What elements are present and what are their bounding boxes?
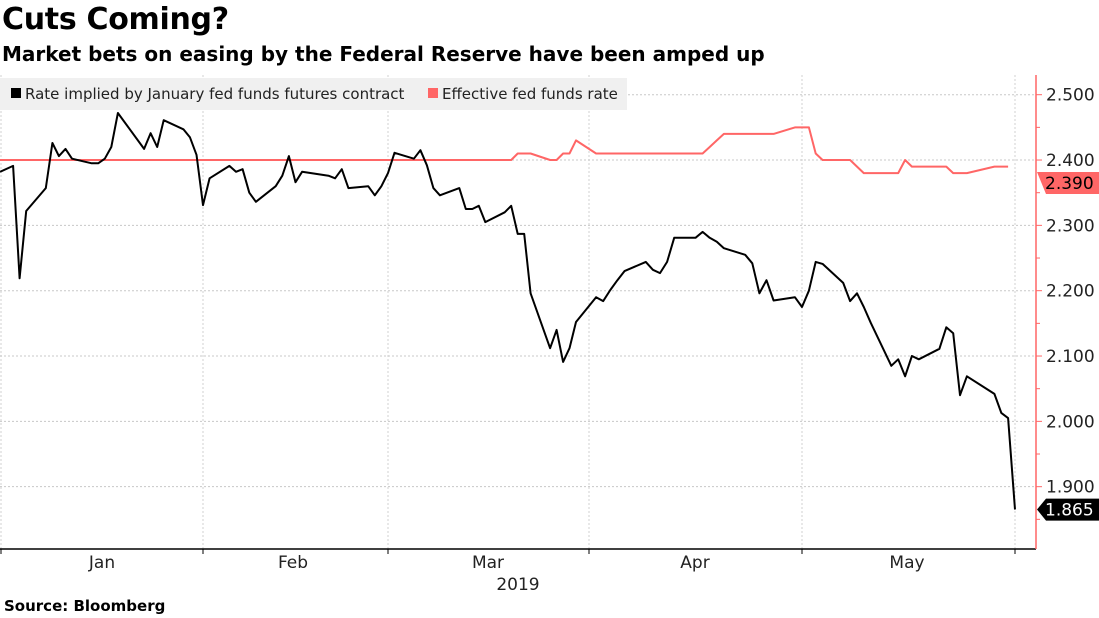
- chart-subtitle: Market bets on easing by the Federal Res…: [2, 42, 765, 66]
- y-tick-label: 2.300: [1046, 216, 1095, 236]
- y-tick-label: 2.100: [1046, 347, 1095, 367]
- x-tick-label: Mar: [472, 553, 504, 573]
- gridlines: [0, 75, 1036, 549]
- legend-background: [0, 78, 627, 110]
- legend-swatch-futures: [11, 88, 21, 98]
- y-tick-label: 1.900: [1046, 478, 1095, 498]
- y-tick-label: 2.500: [1046, 86, 1095, 106]
- series-line-effr: [0, 126, 1009, 175]
- last-value-tag-effr: [1037, 172, 1099, 195]
- legend-label-effr: Effective fed funds rate: [442, 85, 618, 103]
- y-tick-label: 2.200: [1046, 282, 1095, 302]
- legend-label-futures: Rate implied by January fed funds future…: [25, 85, 405, 103]
- last-value-label: 2.390: [1045, 174, 1094, 194]
- y-tick-label: 2.000: [1046, 412, 1095, 432]
- chart-title: Cuts Coming?: [2, 2, 229, 37]
- series-line-futures: [0, 112, 1016, 510]
- last-value-labels: 1.865 2.390: [1037, 172, 1099, 521]
- axes: Jan Feb Mar Apr May 1.900 2.000 2.100 2.200 2.300…: [0, 75, 1095, 573]
- last-value-label: 1.865: [1045, 501, 1094, 521]
- x-tick-label: Jan: [88, 553, 115, 573]
- x-tick-label: Apr: [680, 553, 709, 573]
- legend-swatch-effr: [428, 88, 438, 98]
- source-note: Source: Bloomberg: [4, 597, 166, 615]
- x-axis-year-label: 2019: [496, 575, 539, 595]
- legend: Rate implied by January fed funds future…: [0, 78, 627, 110]
- last-value-tag-futures: [1037, 498, 1099, 521]
- series-lines: [0, 112, 1016, 510]
- y-tick-label: 2.400: [1046, 151, 1095, 171]
- x-tick-label: Feb: [278, 553, 308, 573]
- x-tick-label: May: [889, 553, 924, 573]
